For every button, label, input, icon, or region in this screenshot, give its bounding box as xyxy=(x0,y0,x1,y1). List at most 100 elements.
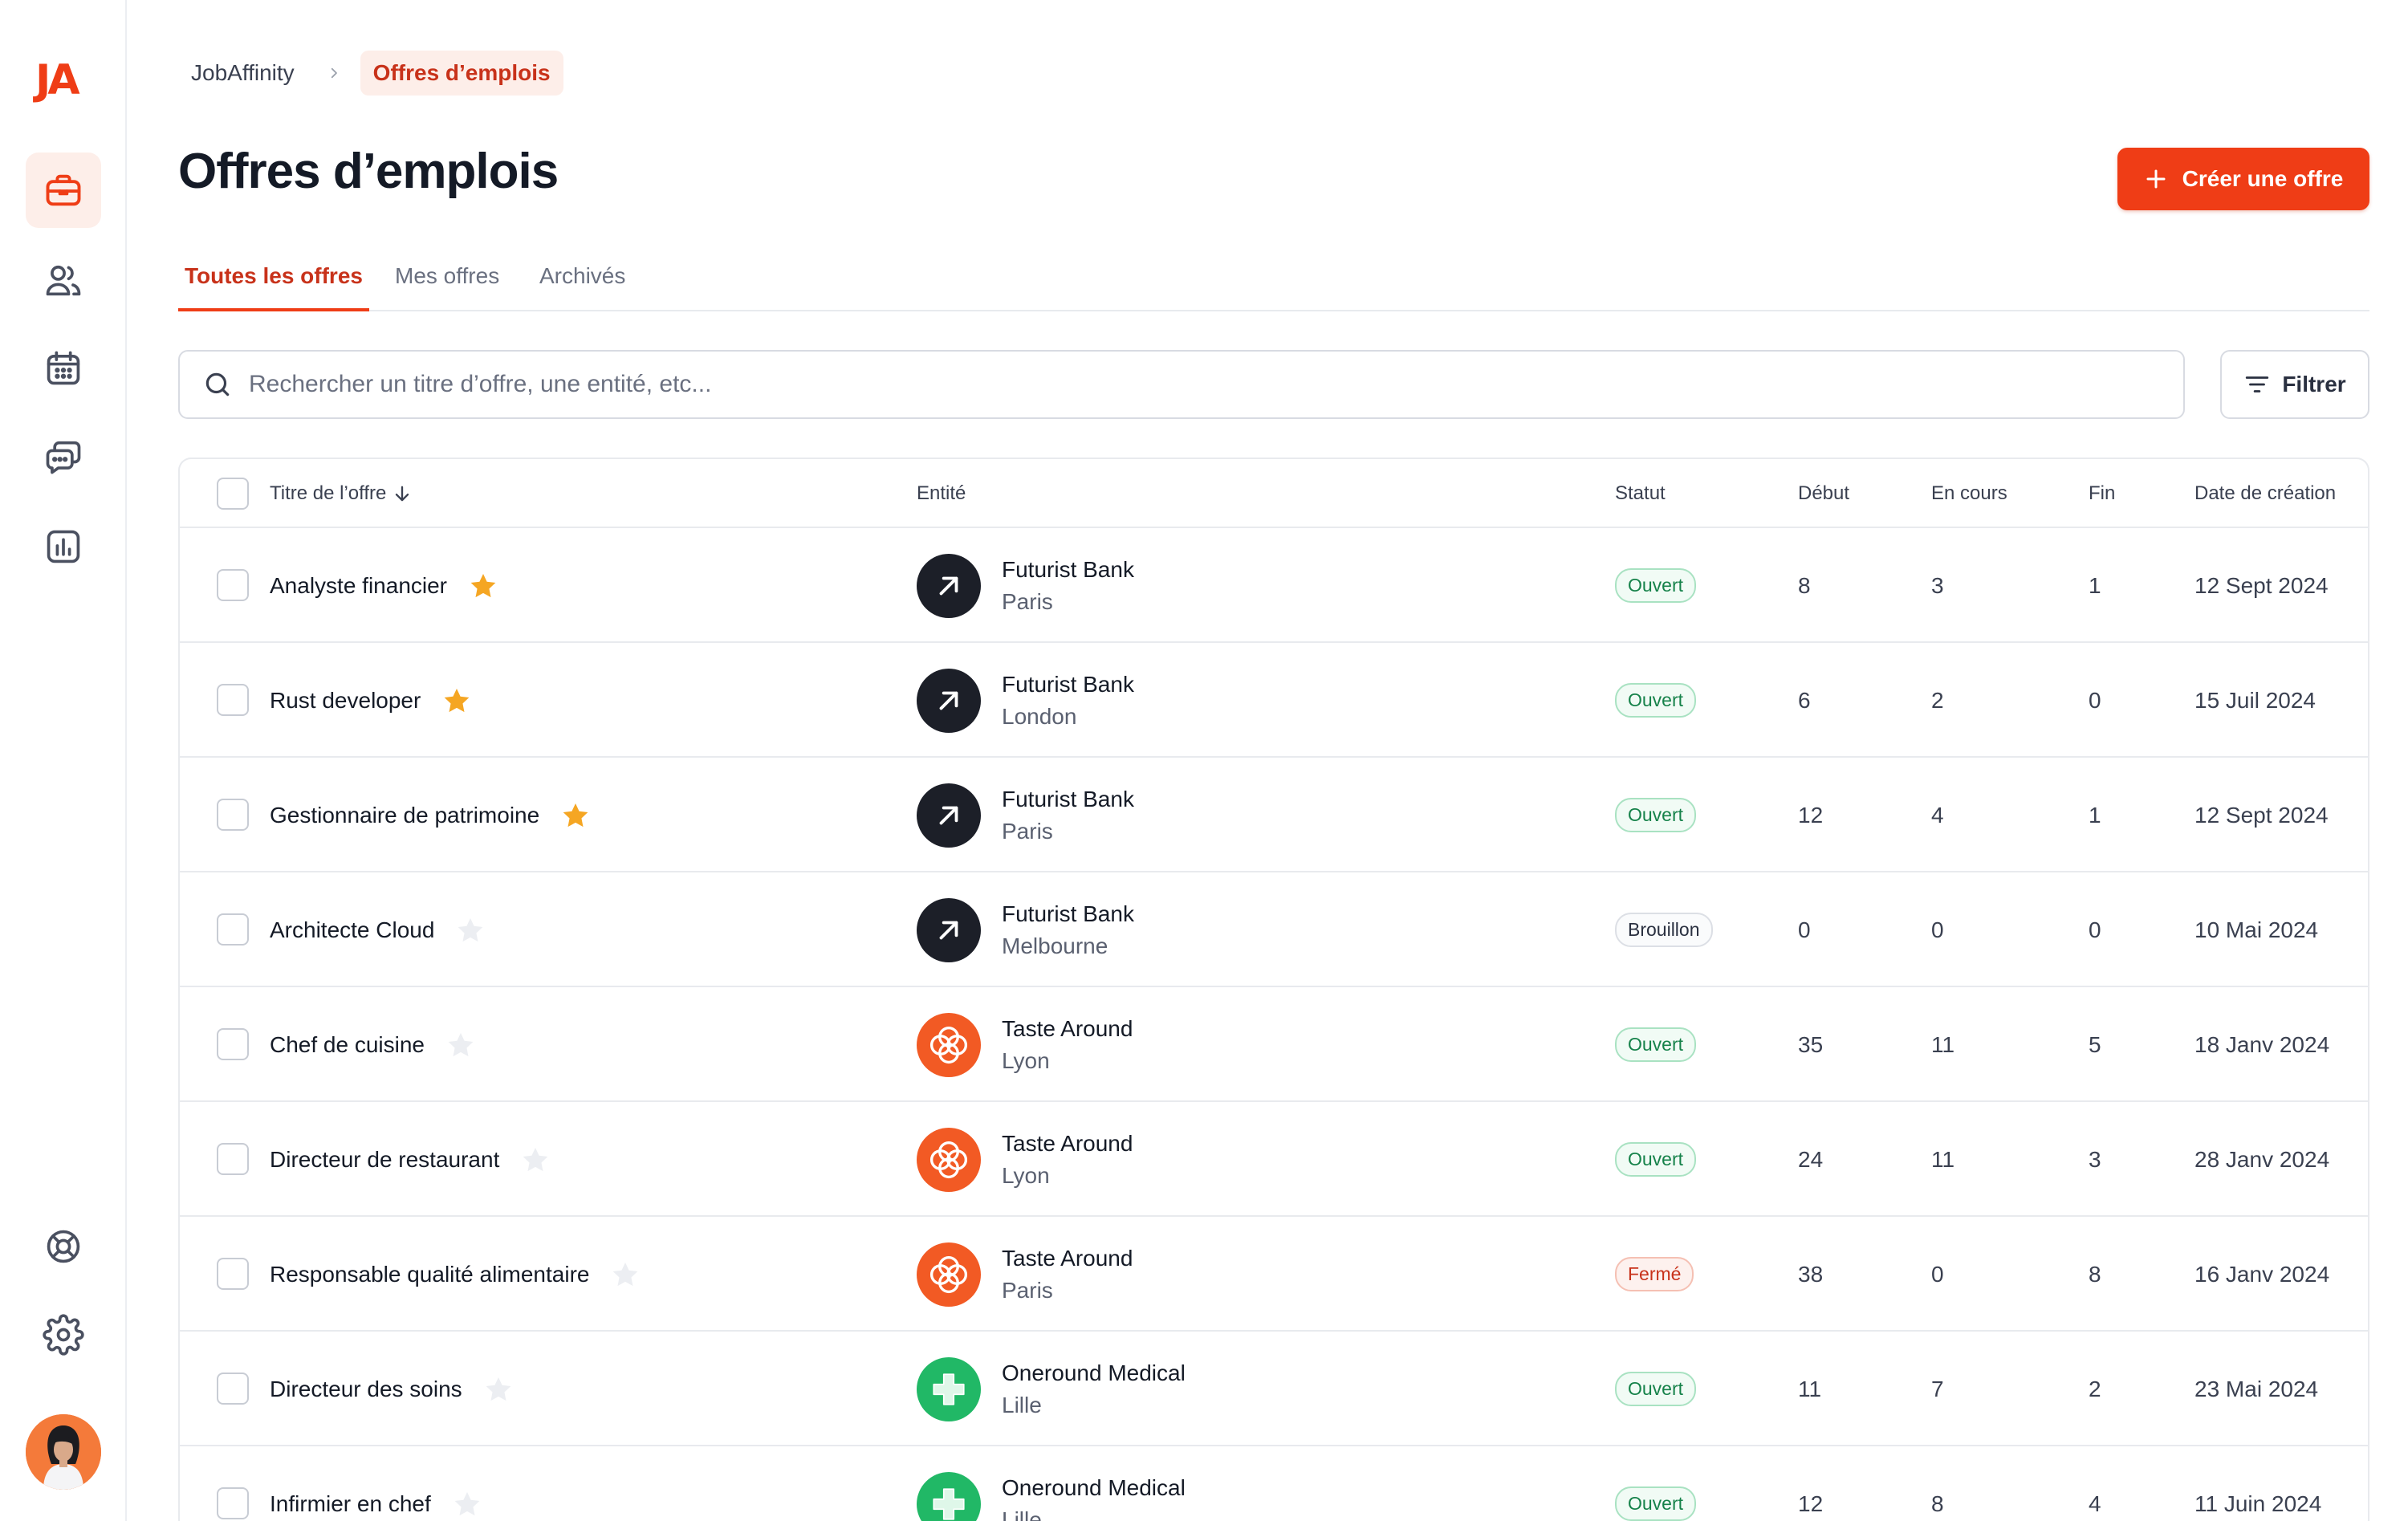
row-checkbox[interactable] xyxy=(217,1373,249,1405)
table-row[interactable]: Responsable qualité alimentaire Taste Aro… xyxy=(180,1217,2368,1332)
filter-button[interactable]: Filtrer xyxy=(2220,350,2369,419)
offer-title[interactable]: Directeur de restaurant xyxy=(270,1146,500,1172)
star-icon[interactable] xyxy=(468,571,498,601)
entity-cell: Taste Around Lyon xyxy=(917,1102,1133,1217)
table-row[interactable]: Chef de cuisine Taste Around Lyon Ouvert 35 1… xyxy=(180,987,2368,1102)
nav-messages[interactable] xyxy=(26,419,101,494)
nav-analytics[interactable] xyxy=(26,509,101,584)
status-badge: Ouvert xyxy=(1615,1486,1697,1521)
nav-calendar[interactable] xyxy=(26,331,101,406)
breadcrumb-root[interactable]: JobAffinity xyxy=(191,60,295,85)
status-cell: Ouvert xyxy=(1615,643,1697,758)
star-icon[interactable] xyxy=(455,915,486,946)
row-checkbox[interactable] xyxy=(217,1258,249,1290)
row-checkbox[interactable] xyxy=(217,1028,249,1060)
star-icon[interactable] xyxy=(441,685,472,716)
status-badge: Ouvert xyxy=(1615,1142,1697,1177)
star-icon[interactable] xyxy=(445,1030,476,1060)
offer-title[interactable]: Rust developer xyxy=(270,687,421,713)
table-row[interactable]: Architecte Cloud Futurist Bank Melbourne Br… xyxy=(180,872,2368,987)
star-icon[interactable] xyxy=(560,800,591,831)
end-count: 8 xyxy=(2089,1261,2101,1287)
table-row[interactable]: Gestionnaire de patrimoine Futurist Bank P… xyxy=(180,758,2368,872)
column-status[interactable]: Statut xyxy=(1615,482,1666,504)
table-row[interactable]: Directeur des soins Oneround Medical Lille… xyxy=(180,1332,2368,1446)
entity-text: Futurist Bank London xyxy=(1002,669,1134,733)
tab-archived[interactable]: Archivés xyxy=(539,263,625,311)
tab-label: Mes offres xyxy=(395,263,500,288)
entity-text: Futurist Bank Paris xyxy=(1002,554,1134,618)
ongoing-count: 11 xyxy=(1931,1146,1955,1172)
offer-title[interactable]: Chef de cuisine xyxy=(270,1031,425,1057)
offer-title[interactable]: Gestionnaire de patrimoine xyxy=(270,802,540,828)
tabs: Toutes les offres Mes offres Archivés xyxy=(178,255,2369,311)
table-row[interactable]: Rust developer Futurist Bank London Ouvert 6… xyxy=(180,643,2368,758)
star-icon[interactable] xyxy=(520,1145,551,1175)
row-checkbox[interactable] xyxy=(217,684,249,716)
table-row[interactable]: Infirmier en chef Oneround Medical Lille Ou… xyxy=(180,1446,2368,1521)
nav-settings[interactable] xyxy=(26,1297,101,1373)
created-date: 23 Mai 2024 xyxy=(2194,1376,2319,1401)
row-checkbox[interactable] xyxy=(217,913,249,946)
start-count: 0 xyxy=(1798,917,1811,942)
tab-my-offers[interactable]: Mes offres xyxy=(395,263,499,311)
status-cell: Brouillon xyxy=(1615,872,1713,987)
column-entity[interactable]: Entité xyxy=(917,482,966,504)
start-count: 38 xyxy=(1798,1261,1824,1287)
page-title: Offres d’emplois xyxy=(178,144,559,199)
search-input[interactable] xyxy=(249,371,2095,398)
offer-title[interactable]: Directeur des soins xyxy=(270,1376,462,1401)
entity-cell: Taste Around Lyon xyxy=(917,987,1133,1102)
row-checkbox[interactable] xyxy=(217,569,249,601)
status-cell: Ouvert xyxy=(1615,1446,1697,1521)
entity-cell: Futurist Bank London xyxy=(917,643,1134,758)
end-count: 1 xyxy=(2089,572,2101,598)
status-badge: Fermé xyxy=(1615,1257,1694,1291)
offer-title[interactable]: Infirmier en chef xyxy=(270,1490,431,1516)
tab-all-offers[interactable]: Toutes les offres xyxy=(178,263,369,311)
created-date: 12 Sept 2024 xyxy=(2194,802,2329,828)
row-checkbox[interactable] xyxy=(217,799,249,831)
plus-icon xyxy=(2146,169,2166,189)
select-all-checkbox[interactable] xyxy=(217,478,249,510)
row-checkbox[interactable] xyxy=(217,1143,249,1175)
end-count: 0 xyxy=(2089,687,2101,713)
column-end[interactable]: Fin xyxy=(2089,482,2116,504)
entity-city: Lyon xyxy=(1002,1047,1050,1073)
user-avatar[interactable] xyxy=(26,1414,101,1490)
star-icon[interactable] xyxy=(483,1374,514,1405)
end-count: 0 xyxy=(2089,917,2101,942)
row-checkbox[interactable] xyxy=(217,1487,249,1519)
entity-name: Futurist Bank xyxy=(1002,901,1134,926)
column-title[interactable]: Titre de l’offre xyxy=(270,459,413,528)
entity-city: Lille xyxy=(1002,1507,1042,1521)
status-cell: Ouvert xyxy=(1615,1332,1697,1446)
entity-logo xyxy=(917,1356,981,1421)
entity-cell: Futurist Bank Paris xyxy=(917,528,1134,643)
entity-cell: Futurist Bank Paris xyxy=(917,758,1134,872)
offer-title[interactable]: Analyste financier xyxy=(270,572,448,598)
nav-candidates[interactable] xyxy=(26,242,101,318)
nav-jobs[interactable] xyxy=(26,153,101,228)
column-start[interactable]: Début xyxy=(1798,482,1850,504)
start-count: 6 xyxy=(1798,687,1811,713)
create-offer-button[interactable]: Créer une offre xyxy=(2117,148,2369,210)
column-ongoing[interactable]: En cours xyxy=(1931,482,2007,504)
table-row[interactable]: Directeur de restaurant Taste Around Lyon O… xyxy=(180,1102,2368,1217)
entity-city: Paris xyxy=(1002,818,1053,844)
offer-title[interactable]: Responsable qualité alimentaire xyxy=(270,1261,590,1287)
end-count: 2 xyxy=(2089,1376,2101,1401)
star-icon[interactable] xyxy=(452,1489,482,1519)
column-created[interactable]: Date de création xyxy=(2194,482,2337,504)
app-logo[interactable]: JA xyxy=(35,56,80,104)
end-count: 1 xyxy=(2089,802,2101,828)
table-row[interactable]: Analyste financier Futurist Bank Paris Ouve… xyxy=(180,528,2368,643)
entity-logo xyxy=(917,1127,981,1192)
created-date: 11 Juin 2024 xyxy=(2194,1490,2322,1516)
offer-title[interactable]: Architecte Cloud xyxy=(270,917,435,942)
ongoing-count: 4 xyxy=(1931,802,1944,828)
created-date: 16 Janv 2024 xyxy=(2194,1261,2330,1287)
nav-help[interactable] xyxy=(26,1209,101,1284)
ongoing-count: 2 xyxy=(1931,687,1944,713)
star-icon[interactable] xyxy=(610,1259,641,1290)
